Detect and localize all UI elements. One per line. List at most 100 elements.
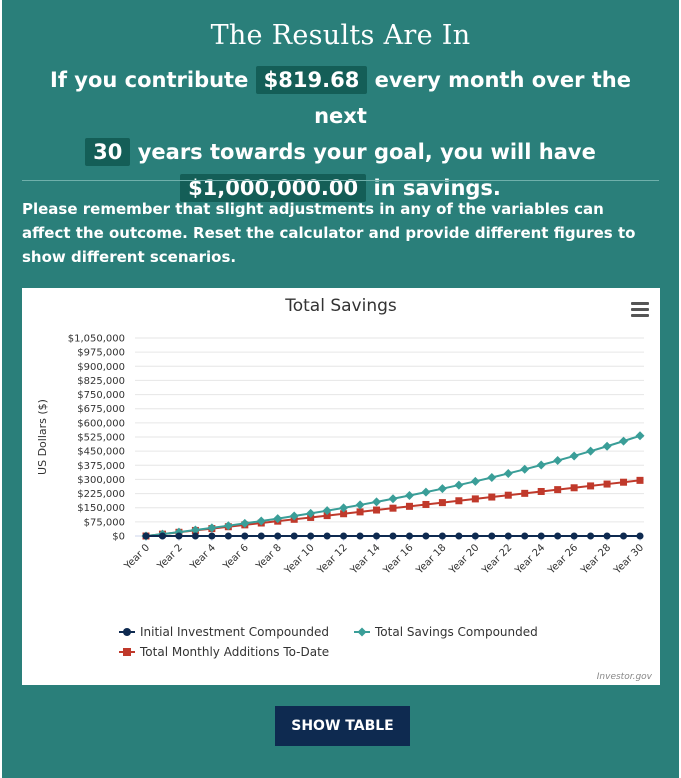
data-point <box>256 516 266 526</box>
data-point <box>537 532 545 540</box>
y-axis-label: US Dollars ($) <box>36 399 49 475</box>
data-point <box>340 532 348 540</box>
data-point <box>470 476 480 486</box>
data-point <box>620 532 628 540</box>
summary-text-3: years towards your goal, you will have <box>137 140 596 164</box>
legend-marker <box>357 627 367 637</box>
legend-label: Total Monthly Additions To-Date <box>139 645 329 659</box>
data-point <box>454 480 464 490</box>
show-table-button[interactable]: SHOW TABLE <box>275 706 410 746</box>
data-point <box>405 502 413 510</box>
chart-container: Total Savings $0 $75,000 $150,000 $225,000 $3… <box>22 288 660 685</box>
y-tick-label: $975,000 <box>77 348 125 359</box>
monthly-amount-highlight: $819.68 <box>255 66 368 94</box>
data-point <box>224 532 232 540</box>
data-point <box>373 532 381 540</box>
x-tick-label: Year 2 <box>155 542 185 572</box>
x-tick-label: Year 26 <box>546 542 581 577</box>
chart-title: Total Savings <box>284 296 397 316</box>
data-point <box>521 532 529 540</box>
y-tick-label: $450,000 <box>77 447 125 458</box>
data-point <box>569 451 579 461</box>
data-point <box>273 514 283 524</box>
data-point <box>504 532 512 540</box>
disclaimer-note: Please remember that slight adjustments … <box>22 200 636 266</box>
data-point <box>404 491 414 501</box>
data-point <box>405 532 413 540</box>
data-point <box>455 532 463 540</box>
data-point <box>471 495 479 503</box>
years-highlight: 30 <box>85 138 131 166</box>
x-tick-label: Year 10 <box>282 542 317 577</box>
x-tick-label: Year 8 <box>254 542 284 572</box>
data-point <box>587 482 595 490</box>
y-tick-label: $750,000 <box>77 390 125 401</box>
data-point <box>570 532 578 540</box>
data-point <box>323 512 331 520</box>
data-point <box>257 532 265 540</box>
data-point <box>389 532 397 540</box>
x-tick-label: Year 6 <box>221 542 251 572</box>
x-tick-label: Year 28 <box>578 542 613 577</box>
data-point <box>355 500 365 510</box>
data-point <box>290 532 298 540</box>
data-point <box>373 506 381 514</box>
data-point <box>636 532 644 540</box>
data-point <box>306 508 316 518</box>
data-point <box>191 532 199 540</box>
y-tick-label: $375,000 <box>77 461 125 472</box>
y-tick-label: $525,000 <box>77 433 125 444</box>
y-tick-label: $150,000 <box>77 503 125 514</box>
data-point <box>422 532 430 540</box>
x-tick-label: Year 24 <box>513 542 548 577</box>
chart-menu-icon[interactable] <box>631 302 649 318</box>
data-point <box>603 480 611 488</box>
x-tick-label: Year 18 <box>414 542 449 577</box>
y-tick-label: $225,000 <box>77 489 125 500</box>
data-point <box>422 500 430 508</box>
data-point <box>438 499 446 507</box>
data-point <box>207 523 217 533</box>
data-point <box>487 472 497 482</box>
legend-label: Initial Investment Compounded <box>140 625 329 639</box>
data-point <box>307 532 315 540</box>
data-point <box>421 487 431 497</box>
data-point <box>158 532 166 540</box>
data-point <box>289 511 299 521</box>
data-point <box>504 491 512 499</box>
data-point <box>488 532 496 540</box>
data-point <box>570 484 578 492</box>
data-point <box>620 478 628 486</box>
y-tick-label: $600,000 <box>77 418 125 429</box>
y-tick-label: $1,050,000 <box>68 334 125 345</box>
data-point <box>554 486 562 494</box>
x-tick-label: Year 22 <box>480 542 515 577</box>
data-point <box>602 441 612 451</box>
data-point <box>356 508 364 516</box>
data-point <box>603 532 611 540</box>
data-point <box>587 532 595 540</box>
y-tick-label: $75,000 <box>84 517 125 528</box>
data-point <box>340 510 348 518</box>
results-summary: If you contribute $819.68 every month ov… <box>22 62 659 206</box>
summary-text-1: If you contribute <box>50 68 249 92</box>
data-point <box>488 493 496 501</box>
data-point <box>142 532 150 540</box>
data-point <box>339 503 349 513</box>
data-point <box>175 532 183 540</box>
legend-marker <box>123 628 131 636</box>
data-point <box>438 532 446 540</box>
y-tick-label: $0 <box>112 532 125 543</box>
legend-label: Total Savings Compounded <box>374 625 538 639</box>
x-tick-label: Year 0 <box>122 542 152 572</box>
x-tick-label: Year 4 <box>188 542 218 572</box>
legend-marker <box>123 648 131 656</box>
data-point <box>240 518 250 528</box>
data-point <box>208 532 216 540</box>
data-point <box>437 484 447 494</box>
data-point <box>553 456 563 466</box>
data-point <box>619 436 629 446</box>
x-tick-label: Year 30 <box>611 542 646 577</box>
data-point <box>356 532 364 540</box>
x-tick-label: Year 16 <box>381 542 416 577</box>
